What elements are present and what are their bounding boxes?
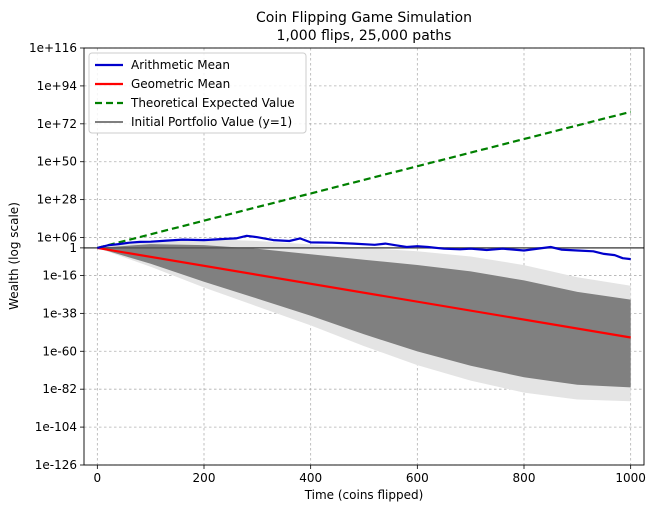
x-tick-label: 200: [193, 471, 216, 485]
legend-label: Geometric Mean: [131, 77, 230, 91]
legend: Arithmetic Mean Geometric Mean Theoretical…: [88, 52, 307, 134]
y-tick-label: 1e+94: [37, 79, 77, 93]
y-tick-label: 1: [69, 241, 77, 255]
x-tick-label: 400: [299, 471, 322, 485]
y-tick-label: 1e+06: [37, 231, 77, 245]
series-line-1: [97, 246, 631, 339]
y-tick-label: 1e-16: [42, 268, 77, 282]
legend-items: Arithmetic Mean Geometric Mean Theoretical…: [95, 58, 295, 129]
legend-label: Arithmetic Mean: [131, 58, 230, 72]
series-lines: [84, 110, 644, 339]
x-axis-ticks: 0 200 400 600 800 1000: [94, 465, 646, 485]
x-tick-label: 0: [94, 471, 102, 485]
chart-subtitle: 1,000 flips, 25,000 paths: [277, 28, 452, 44]
x-tick-label: 1000: [615, 471, 646, 485]
x-axis-label: Time (coins flipped): [304, 488, 424, 502]
y-tick-label: 1e-60: [42, 344, 77, 358]
simulated-paths-band: [97, 239, 631, 402]
y-tick-label: 1e+116: [29, 41, 77, 55]
legend-label: Theoretical Expected Value: [130, 96, 295, 110]
y-axis-label: Wealth (log scale): [7, 202, 21, 310]
paths-band-core: [97, 244, 631, 388]
y-tick-label: 1e-126: [35, 458, 77, 472]
y-tick-label: 1e-104: [35, 420, 77, 434]
chart-title: Coin Flipping Game Simulation: [256, 10, 472, 26]
legend-box: [88, 52, 307, 134]
x-tick-label: 600: [406, 471, 429, 485]
x-tick-label: 800: [513, 471, 536, 485]
y-tick-label: 1e+28: [37, 193, 77, 207]
series-line-0: [97, 234, 631, 261]
y-axis-ticks: 1e+116 1e+94 1e+72 1e+50 1e+28 1e+061 1e-16 1e-…: [29, 41, 84, 472]
y-tick-label: 1e-38: [42, 306, 77, 320]
y-tick-label: 1e+50: [37, 155, 77, 169]
series-line-2: [97, 110, 631, 249]
y-tick-label: 1e+72: [37, 117, 77, 131]
legend-label: Initial Portfolio Value (y=1): [131, 115, 292, 129]
y-tick-label: 1e-82: [42, 382, 77, 396]
plot-frame: [83, 47, 645, 466]
